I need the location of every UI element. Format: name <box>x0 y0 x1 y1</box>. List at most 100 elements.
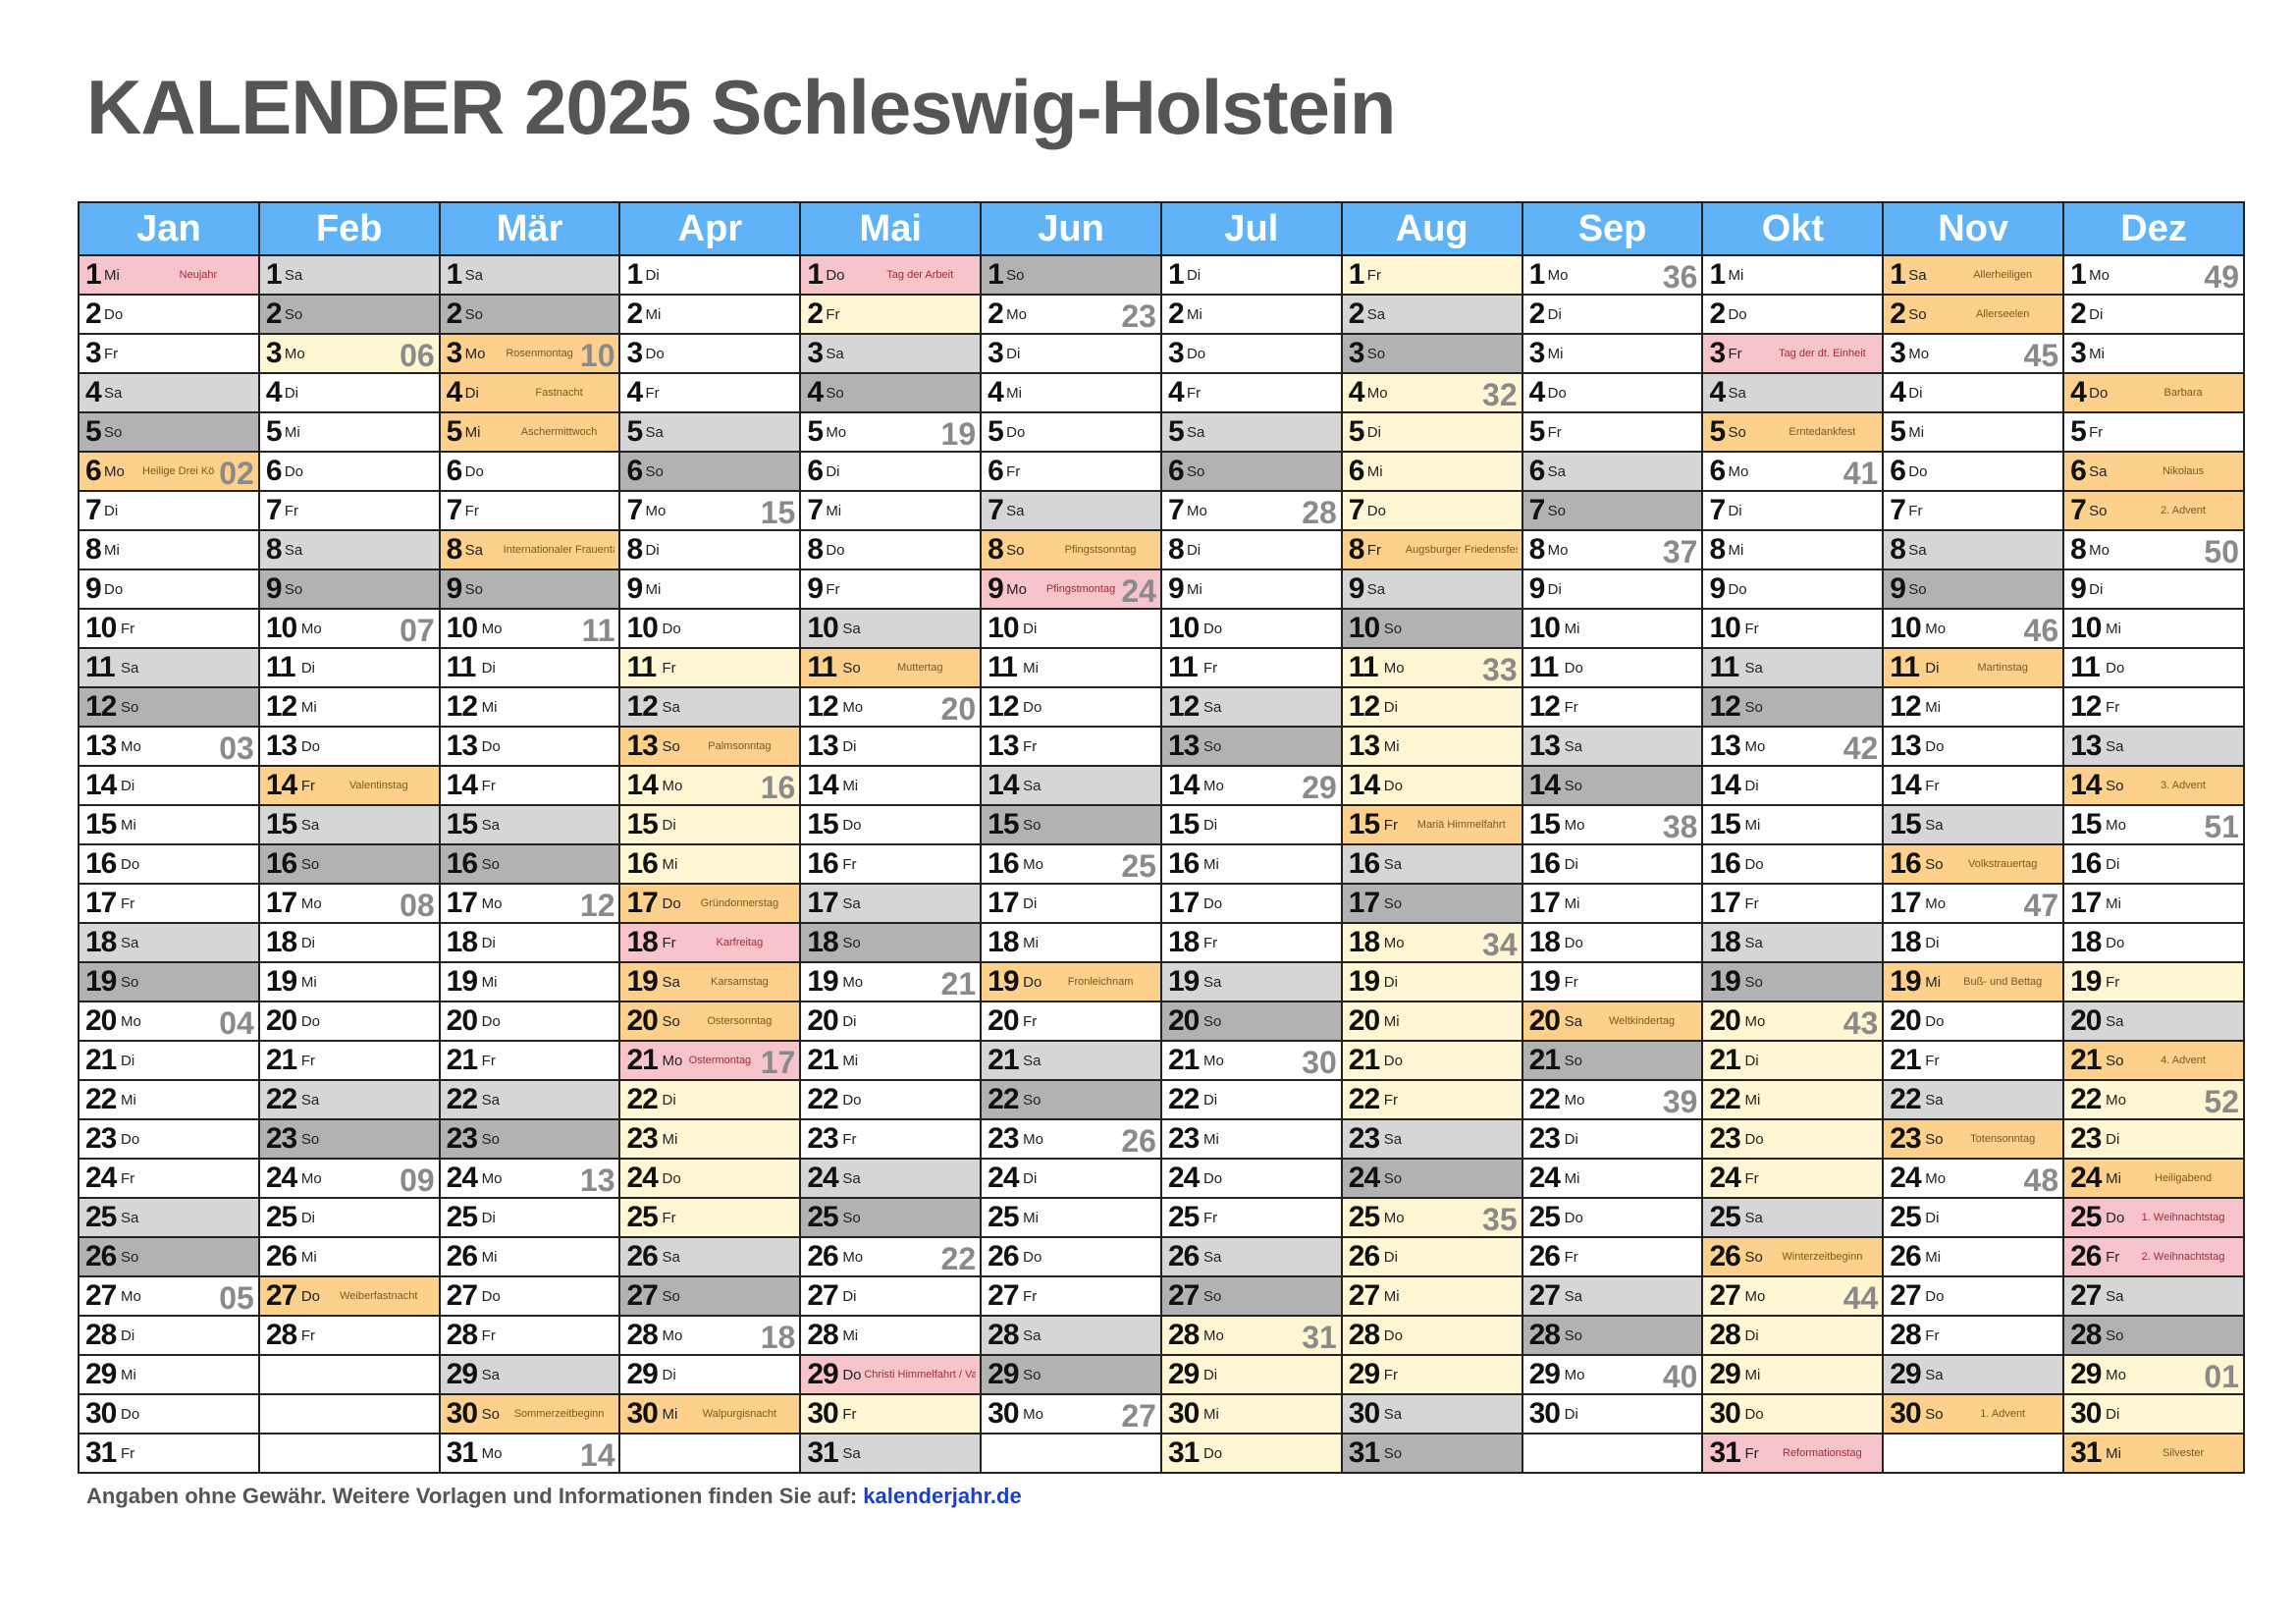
day-number: 11 <box>626 651 657 683</box>
weekday-label: Sa <box>1366 306 1386 323</box>
day-cell: 5 Do <box>980 411 1162 453</box>
day-number: 24 <box>1348 1162 1380 1194</box>
weekday-label: Do <box>1202 1170 1223 1187</box>
day-cell: 31 Mo 14 <box>438 1433 621 1474</box>
weekday-label: Mi <box>1383 1288 1400 1305</box>
day-cell: 8 Di <box>618 529 802 570</box>
weekday-label: Di <box>645 542 660 559</box>
day-cell: 9 So <box>438 568 621 610</box>
holiday-label: Winterzeitbeginn <box>1782 1251 1863 1263</box>
weekday-label: Do <box>645 346 665 362</box>
weekday-label: Mi <box>1564 621 1580 637</box>
day-cell: 12 Sa <box>618 686 802 728</box>
day-number: 27 <box>2070 1279 2102 1312</box>
weekday-label: Mi <box>121 1092 136 1109</box>
holiday-label: 1. Advent <box>1980 1408 2026 1420</box>
weekday-label: So <box>1564 778 1582 794</box>
weekday-label: Mi <box>300 974 317 991</box>
day-number: 18 <box>85 926 117 958</box>
day-cell: 23 Do <box>1701 1118 1885 1160</box>
weekday-label: Mo <box>1564 1092 1585 1109</box>
day-cell: 20 Mo 43 <box>1701 1001 1885 1042</box>
day-number: 2 <box>626 298 643 330</box>
day-number: 17 <box>1709 887 1740 919</box>
day-number: 2 <box>807 298 824 330</box>
day-number: 16 <box>265 847 297 880</box>
day-cell: 6 So <box>618 451 802 492</box>
weekday-label: So <box>1383 1170 1403 1187</box>
day-cell: 31 Fr <box>78 1433 260 1474</box>
weekday-label: Mi <box>121 1367 136 1383</box>
day-number: 13 <box>2070 730 2102 762</box>
weekday-label: Mo <box>1744 1288 1766 1305</box>
footer-link[interactable]: kalenderjahr.de <box>863 1484 1022 1508</box>
day-cell: 7 Mo 28 <box>1159 490 1343 531</box>
weekday-label: Do <box>662 621 681 637</box>
weekday-label: Mi <box>1925 974 1942 991</box>
weekday-label: Do <box>464 463 484 480</box>
day-cell: 19 Mo 21 <box>799 961 983 1002</box>
day-cell: 8 Do <box>799 529 983 570</box>
day-cell: 10 Mo 11 <box>438 608 621 649</box>
day-cell: 26 Do <box>980 1236 1162 1277</box>
day-number: 22 <box>446 1083 478 1115</box>
day-number: 28 <box>1890 1319 1921 1351</box>
day-number: 6 <box>1709 455 1726 487</box>
weekday-label: Mi <box>1564 1170 1580 1187</box>
day-number: 10 <box>1890 612 1921 644</box>
weekday-label: Mo <box>645 503 667 519</box>
weekday-label: So <box>1564 1327 1582 1344</box>
day-number: 30 <box>1167 1397 1200 1430</box>
weekday-label: Mo <box>1564 1367 1585 1383</box>
day-number: 21 <box>988 1044 1019 1076</box>
week-number: 38 <box>1662 809 1698 844</box>
weekday-label: Mi <box>1925 699 1942 716</box>
day-cell: 12 Do <box>980 686 1162 728</box>
holiday-label: Valentinstag <box>348 780 408 791</box>
weekday-label: Do <box>1023 974 1042 991</box>
day-cell: 24 Fr <box>1701 1158 1885 1199</box>
month-header: Aug <box>1340 201 1523 256</box>
day-cell: 28 Fr <box>438 1315 621 1356</box>
day-cell: 14 So 3. Advent <box>2062 765 2245 806</box>
day-cell: 4 Fr <box>618 372 802 413</box>
day-number: 18 <box>265 926 297 958</box>
day-number: 5 <box>1167 415 1185 448</box>
day-cell: 23 Sa <box>1340 1118 1523 1160</box>
day-number: 15 <box>1167 808 1200 840</box>
day-number: 29 <box>1167 1358 1200 1390</box>
day-cell: 6 Sa Nikolaus <box>2062 451 2245 492</box>
day-number: 1 <box>265 258 283 291</box>
weekday-label: Di <box>842 1288 857 1305</box>
day-cell: 3 Di <box>980 333 1162 374</box>
day-cell: 1 Sa <box>257 254 441 296</box>
day-cell: 14 Fr <box>438 765 621 806</box>
week-number: 25 <box>1121 848 1156 884</box>
day-number: 4 <box>1709 376 1726 408</box>
day-number: 14 <box>85 769 117 801</box>
day-number: 12 <box>807 690 838 723</box>
day-number: 7 <box>265 494 283 526</box>
day-number: 21 <box>1167 1044 1200 1076</box>
day-number: 9 <box>1348 572 1365 605</box>
weekday-label: Mi <box>1186 581 1202 598</box>
day-cell: 12 Fr <box>1521 686 1704 728</box>
day-cell: 11 Di <box>438 647 621 688</box>
day-number: 22 <box>265 1083 297 1115</box>
day-number: 30 <box>807 1397 838 1430</box>
weekday-label: Mo <box>300 621 322 637</box>
day-cell: 7 Di <box>1701 490 1885 531</box>
day-number: 24 <box>1890 1162 1921 1194</box>
day-cell: 20 Do <box>1882 1001 2065 1042</box>
weekday-label: Do <box>1023 699 1042 716</box>
day-number: 19 <box>1709 965 1740 998</box>
weekday-label: Mi <box>645 581 662 598</box>
day-number: 16 <box>1709 847 1740 880</box>
weekday-label: Sa <box>1744 660 1763 677</box>
weekday-label: So <box>842 935 861 951</box>
day-cell: 4 Di <box>257 372 441 413</box>
weekday-label: Di <box>1744 778 1759 794</box>
day-number: 23 <box>446 1122 478 1155</box>
day-row: 1 Mi Neujahr 1 Sa 1 Sa 1 Di 1 Do Tag der Arbeit 1 So 1… <box>78 254 2245 296</box>
